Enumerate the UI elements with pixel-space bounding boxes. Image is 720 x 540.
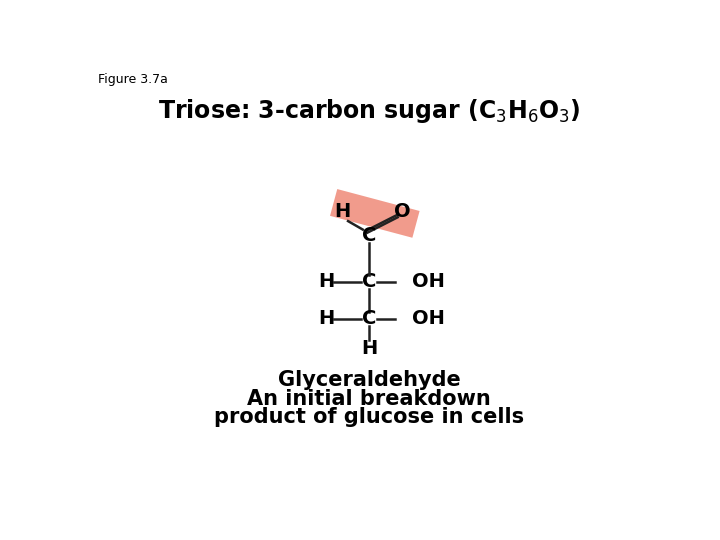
Text: OH: OH bbox=[412, 273, 444, 292]
Polygon shape bbox=[330, 189, 420, 238]
Text: Triose: 3-carbon sugar (C$_3$H$_6$O$_3$): Triose: 3-carbon sugar (C$_3$H$_6$O$_3$) bbox=[158, 97, 580, 125]
Text: H: H bbox=[361, 339, 377, 357]
Text: H: H bbox=[318, 273, 335, 292]
Text: product of glucose in cells: product of glucose in cells bbox=[214, 408, 524, 428]
Text: Glyceraldehyde: Glyceraldehyde bbox=[278, 370, 460, 390]
Text: C: C bbox=[362, 273, 376, 292]
Text: C: C bbox=[362, 226, 376, 245]
Text: OH: OH bbox=[412, 309, 444, 328]
Text: Figure 3.7a: Figure 3.7a bbox=[98, 72, 168, 85]
Text: C: C bbox=[362, 309, 376, 328]
Text: H: H bbox=[318, 309, 335, 328]
Text: An initial breakdown: An initial breakdown bbox=[247, 389, 491, 409]
Text: O: O bbox=[394, 202, 410, 221]
Text: H: H bbox=[334, 202, 350, 221]
